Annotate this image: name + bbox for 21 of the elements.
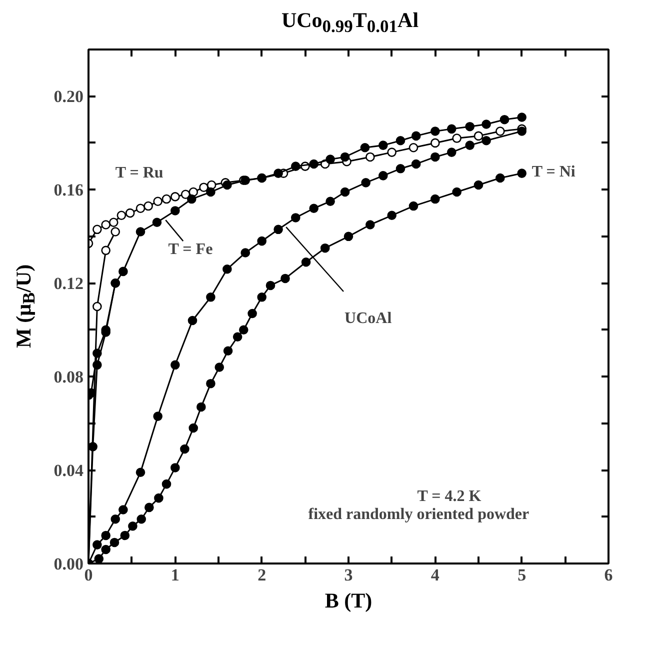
x-tick-label: 3 (344, 566, 353, 584)
x-axis-title: B (T) (324, 588, 372, 612)
x-tick-label: 6 (604, 566, 613, 584)
y-tick-label: 0.04 (54, 461, 84, 480)
y-tick-label: 0.00 (54, 554, 84, 574)
y-tick-label: 0.12 (54, 274, 84, 294)
chart-title: UCo$_{0.99}$T$_{0.01}$Al (281, 7, 419, 38)
x-tick-label: 2 (258, 566, 266, 584)
x-tick-label: 1 (170, 566, 180, 584)
annotation: T = Ru (115, 164, 164, 182)
x-tick-label: 4 (430, 566, 440, 584)
y-tick-label: 0.08 (54, 368, 84, 387)
x-tick-label: 5 (518, 566, 526, 584)
y-tick-label: 0.16 (54, 180, 84, 200)
x-tick-label: 0 (84, 566, 93, 584)
annotation: T = Fe (168, 241, 213, 258)
y-tick-label: 0.20 (54, 87, 84, 106)
annotation: fixed randomly oriented powder (308, 506, 530, 524)
annotation: T = 4.2 K (417, 488, 482, 506)
annotation: T = Ni (532, 163, 576, 180)
annotation: UCoAl (344, 310, 392, 328)
